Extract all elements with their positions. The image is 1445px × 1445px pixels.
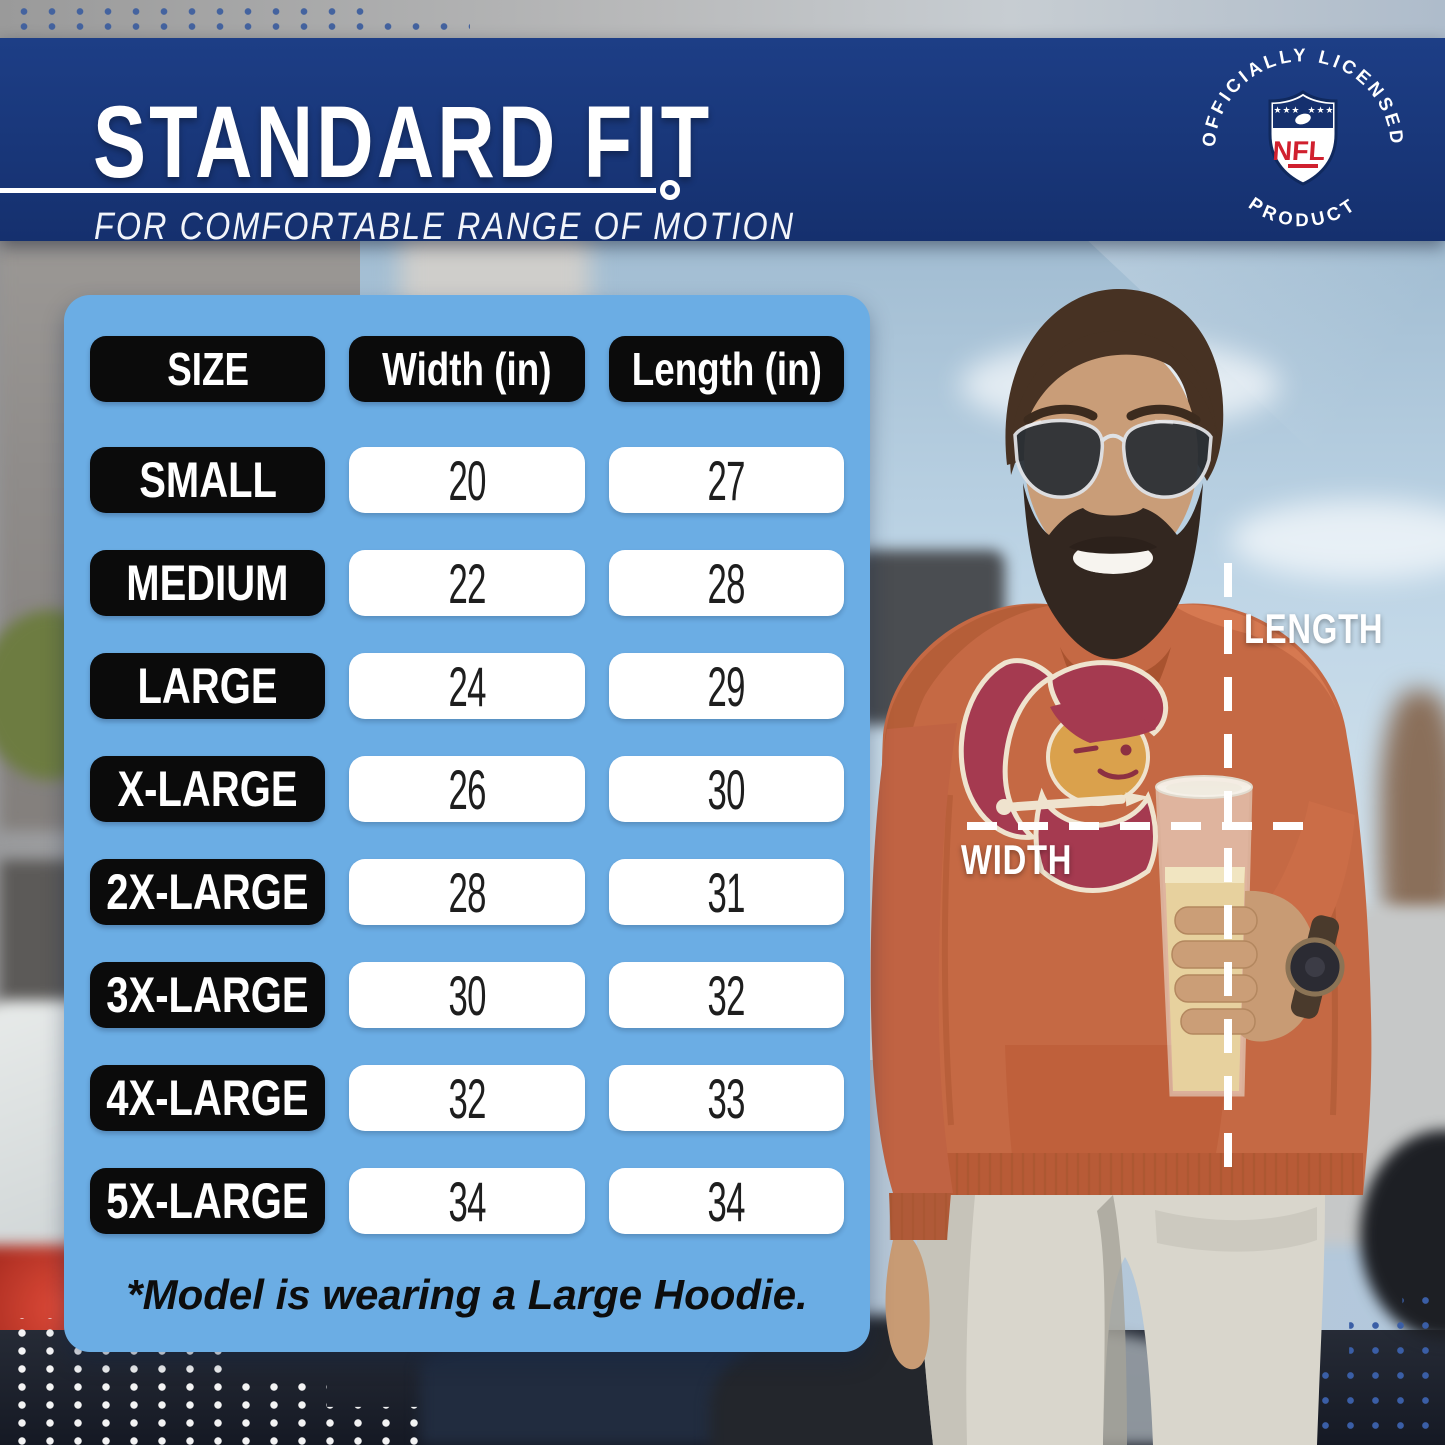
model-eyebrow: [1126, 404, 1201, 425]
length-label: LENGTH: [1244, 605, 1384, 652]
nfl-shield-text: NFL: [1272, 136, 1327, 166]
sunglasses: [1013, 418, 1213, 499]
size-cell: SMALL: [90, 447, 326, 513]
table-row: 4X-LARGE 32 33: [90, 1065, 844, 1131]
page-subtitle: FOR COMFORTABLE RANGE OF MOTION: [94, 206, 796, 248]
table-row: 3X-LARGE 30 32: [90, 962, 844, 1028]
size-chart-panel: SIZE Width (in) Length (in) SMALL 20 27 …: [64, 295, 870, 1352]
column-header-size: SIZE: [90, 336, 326, 402]
length-cell: 31: [608, 859, 844, 925]
model-size-note: *Model is wearing a Large Hoodie.: [126, 1271, 808, 1318]
length-measure-line: [1224, 563, 1232, 1187]
nfl-licensed-badge: OFFICIALLY LICENSED PRODUCT ★ ★ ★ ★ ★ ★ …: [1198, 44, 1405, 231]
width-cell: 24: [349, 653, 585, 719]
length-cell: 30: [608, 756, 844, 822]
size-cell: LARGE: [90, 653, 326, 719]
width-cell: 22: [349, 550, 585, 616]
length-cell: 32: [608, 962, 844, 1028]
size-chart-header-row: SIZE Width (in) Length (in): [90, 336, 844, 402]
size-cell: 2X-LARGE: [90, 859, 326, 925]
length-cell: 33: [608, 1065, 844, 1131]
svg-text:★ ★ ★: ★ ★ ★: [1274, 106, 1300, 116]
table-row: LARGE 24 29: [90, 653, 844, 719]
width-cell: 28: [349, 859, 585, 925]
width-measure-line: [967, 822, 1310, 830]
model-hair: [1005, 288, 1224, 481]
model-head: [1005, 288, 1224, 659]
width-cell: 20: [349, 447, 585, 513]
model-face: [1024, 339, 1198, 571]
length-cell: 34: [608, 1168, 844, 1234]
nfl-shield-icon: ★ ★ ★ ★ ★ ★ NFL: [1268, 90, 1338, 186]
length-cell: 27: [608, 447, 844, 513]
cloud: [1230, 500, 1445, 580]
title-underline: [0, 188, 656, 193]
wristwatch: [1285, 915, 1345, 1019]
size-cell: 5X-LARGE: [90, 1168, 326, 1234]
model-photo: [870, 288, 1372, 1445]
width-cell: 32: [349, 1065, 585, 1131]
width-cell: 34: [349, 1168, 585, 1234]
length-cell: 28: [608, 550, 844, 616]
header-banner: STANDARD FIT FOR COMFORTABLE RANGE OF MO…: [0, 38, 1445, 248]
size-cell: 3X-LARGE: [90, 962, 326, 1028]
size-cell: 4X-LARGE: [90, 1065, 326, 1131]
badge-arc-bottom-text: PRODUCT: [1245, 193, 1357, 231]
page-title: STANDARD FIT: [93, 85, 713, 199]
svg-text:★ ★ ★: ★ ★ ★: [1308, 106, 1334, 116]
table-row: 5X-LARGE 34 34: [90, 1168, 844, 1234]
size-cell: MEDIUM: [90, 550, 326, 616]
length-cell: 29: [608, 653, 844, 719]
model-eyebrow: [1023, 404, 1098, 425]
table-row: MEDIUM 22 28: [90, 550, 844, 616]
table-row: SMALL 20 27: [90, 447, 844, 513]
column-header-length: Length (in): [608, 336, 844, 402]
model-pants: [915, 1195, 1325, 1445]
table-row: X-LARGE 26 30: [90, 756, 844, 822]
width-cell: 30: [349, 962, 585, 1028]
underline-end-ring-icon: [660, 180, 680, 200]
svg-text:PRODUCT: PRODUCT: [1245, 193, 1361, 231]
table-row: 2X-LARGE 28 31: [90, 859, 844, 925]
model-left-hand: [885, 1240, 930, 1370]
width-label: WIDTH: [961, 836, 1073, 883]
model-left-arm: [870, 723, 957, 1370]
width-cell: 26: [349, 756, 585, 822]
size-cell: X-LARGE: [90, 756, 326, 822]
column-header-width: Width (in): [349, 336, 585, 402]
team-logo: [958, 658, 1169, 893]
